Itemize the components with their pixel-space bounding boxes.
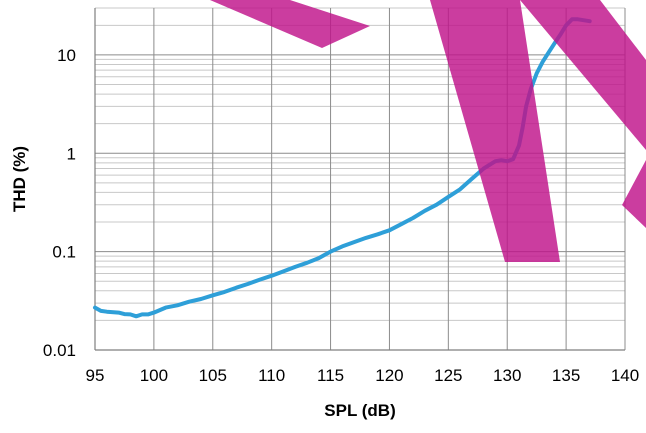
- y-tick-label: 0.1: [52, 243, 76, 262]
- y-axis-title: THD (%): [10, 146, 29, 212]
- x-tick-label: 120: [375, 366, 403, 385]
- x-tick-label: 100: [140, 366, 168, 385]
- watermark-stroke: [430, 0, 560, 262]
- y-tick-label: 1: [67, 144, 76, 163]
- watermark: [210, 0, 646, 262]
- y-tick-label: 0.01: [43, 341, 76, 360]
- x-tick-labels: 95 100 105 110 115 120 125 130 135 140: [86, 366, 640, 385]
- x-tick-label: 110: [258, 366, 285, 385]
- watermark-stroke: [622, 160, 646, 228]
- x-tick-label: 130: [493, 366, 521, 385]
- x-tick-label: 135: [552, 366, 580, 385]
- plot-frame: [94, 8, 625, 351]
- watermark-stroke: [520, 0, 646, 150]
- x-axis-title: SPL (dB): [324, 401, 395, 420]
- x-tick-label: 105: [199, 366, 227, 385]
- x-tick-label: 115: [317, 366, 344, 385]
- y-tick-label: 10: [57, 46, 76, 65]
- x-tick-label: 125: [434, 366, 462, 385]
- x-tick-label: 140: [611, 366, 639, 385]
- watermark-stroke: [210, 0, 370, 48]
- x-tick-label: 95: [86, 366, 105, 385]
- y-tick-labels: 0.01 0.1 1 10: [43, 46, 76, 360]
